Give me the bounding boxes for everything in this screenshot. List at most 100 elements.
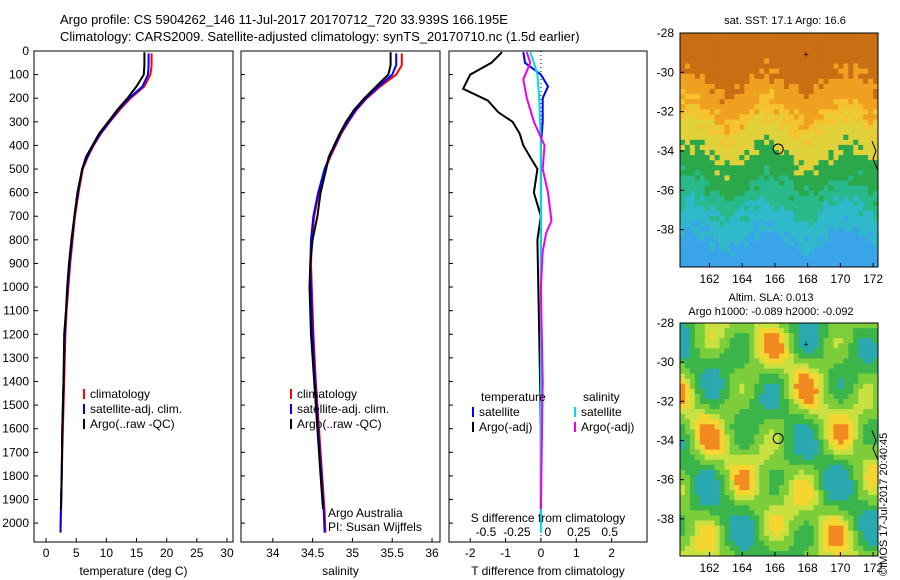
sla-map-cell (868, 388, 874, 395)
sst-map-cell (749, 38, 755, 44)
sst-map-cell (684, 261, 691, 268)
sst-map-cell (798, 251, 805, 258)
sla-map-cell (774, 505, 780, 511)
sla-map-cell (818, 515, 824, 521)
sst-map-cell (798, 43, 805, 49)
sla-map-cell (749, 398, 755, 405)
sst-map-cell (759, 190, 765, 197)
sst-map-cell (813, 53, 819, 59)
sla-map-cell (803, 510, 809, 516)
sst-map-cell (754, 165, 760, 171)
sst-map-cell (818, 99, 824, 105)
sst-map-cell (734, 200, 740, 207)
sst-map-cell (699, 129, 706, 136)
sst-map-cell (853, 185, 859, 191)
sst-map-cell (684, 216, 691, 222)
sst-map-cell (749, 180, 755, 186)
sst-map-cell (808, 119, 814, 125)
sst-map-cell (803, 43, 809, 49)
sla-map-cell (749, 540, 755, 547)
sst-map-cell (699, 236, 706, 242)
sst-map-cell (823, 78, 829, 85)
sst-map-cell (749, 200, 755, 207)
sla-map-cell (853, 404, 859, 410)
sla-map-cell (684, 419, 691, 425)
sla-map-cell (828, 323, 834, 329)
sla-map-cell (868, 490, 874, 496)
sla-map-cell (744, 333, 750, 339)
sla-map-cell (739, 444, 745, 450)
sst-map-cell (754, 33, 760, 39)
sst-map-cell (734, 109, 740, 115)
sst-map-cell (704, 241, 710, 247)
sst-map-cell (803, 129, 809, 136)
sst-map-cell (754, 221, 760, 227)
sla-map-cell (833, 398, 839, 405)
sla-map-cell (729, 535, 735, 542)
sst-map-cell (858, 114, 864, 120)
sla-map-cell (793, 540, 800, 547)
depth-tick-label: 0 (22, 44, 29, 58)
sst-map-cell (833, 246, 839, 253)
sst-map-cell (779, 241, 785, 247)
sst-map-cell (793, 134, 800, 141)
sst-map-cell (873, 175, 879, 181)
sst-map-cell (783, 129, 790, 136)
sla-map-cell (704, 333, 710, 339)
sst-map-cell (783, 68, 790, 74)
sla-map-cell (808, 414, 814, 420)
sst-map-cell (798, 231, 805, 237)
sst-map-cell (734, 231, 740, 237)
sla-map-cell (793, 495, 800, 501)
figure-title-line-2: Climatology: CARS2009. Satellite-adjuste… (60, 29, 580, 44)
sla-map-cell (684, 495, 691, 501)
sst-map-cell (719, 139, 725, 146)
sst-map-cell (684, 241, 691, 247)
sla-map-cell (744, 480, 750, 486)
sla-map-cell (724, 414, 730, 420)
sst-map-cell (729, 94, 735, 100)
sst-map-cell (868, 261, 874, 268)
sst-map-cell (739, 221, 745, 227)
sla-map-cell (808, 550, 814, 557)
sla-map-cell (793, 449, 800, 455)
sst-map-cell (689, 104, 696, 110)
sst-map-cell (704, 200, 710, 207)
sst-map-cell (734, 78, 740, 85)
sst-map-cell (724, 205, 730, 212)
sst-map-cell (783, 83, 790, 90)
sla-map-cell (853, 338, 859, 344)
sla-map-cell (684, 545, 691, 552)
sla-map-cell (689, 424, 696, 430)
sst-map-cell (818, 150, 824, 156)
sst-map-cell (779, 73, 785, 80)
sla-map-cell (769, 419, 775, 425)
sla-map-cell (709, 490, 715, 496)
sla-map-cell (779, 348, 785, 354)
sla-map-cell (704, 464, 710, 471)
sst-map-cell (684, 129, 691, 136)
sla-map-cell (719, 500, 725, 506)
sst-map-cell (783, 48, 790, 54)
sst-map-cell (769, 33, 775, 39)
sst-map-cell (779, 104, 785, 110)
sla-map-cell (764, 500, 770, 506)
sla-map-cell (744, 328, 750, 334)
sst-map-cell (729, 73, 735, 80)
sst-map-cell (848, 180, 854, 186)
sla-map-cell (764, 338, 770, 344)
salinity-xtick-label: 34.5 (301, 546, 325, 560)
sla-map-cell (724, 530, 730, 537)
sst-map-cell (714, 160, 720, 166)
sla-map-cell (813, 510, 819, 516)
sst-map-cell (808, 83, 814, 90)
sst-map-cell (813, 58, 819, 64)
sst-map-cell (808, 221, 814, 227)
sla-map-cell (828, 510, 834, 516)
sla-map-cell (694, 444, 701, 450)
sla-map-cell (744, 464, 750, 471)
sst-map-cell (853, 200, 859, 207)
sla-map-cell (808, 338, 814, 344)
sla-map-cell (833, 454, 839, 461)
sst-map-cell (858, 195, 864, 202)
